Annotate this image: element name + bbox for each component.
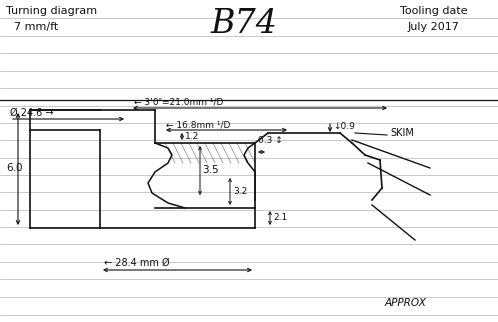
Text: Turning diagram: Turning diagram <box>6 6 97 16</box>
Text: 3.5: 3.5 <box>202 165 219 175</box>
Text: 7 mm/ft: 7 mm/ft <box>14 22 58 32</box>
Text: SKIM: SKIM <box>390 128 414 138</box>
Text: 2.1: 2.1 <box>273 213 287 223</box>
Text: 6.0: 6.0 <box>6 163 22 173</box>
Text: ← 3’0″=21.0mm ¹/D: ← 3’0″=21.0mm ¹/D <box>134 97 224 106</box>
Text: 3.2: 3.2 <box>233 186 247 195</box>
Text: 0.3 ↕: 0.3 ↕ <box>258 136 283 145</box>
Text: Tooling date: Tooling date <box>400 6 468 16</box>
Text: ← 28.4 mm Ø: ← 28.4 mm Ø <box>104 258 170 268</box>
Text: B74: B74 <box>210 8 277 40</box>
Text: Ø 24.6 →: Ø 24.6 → <box>10 108 53 118</box>
Text: ← 16.8mm ¹/D: ← 16.8mm ¹/D <box>166 120 231 129</box>
Text: APPROX: APPROX <box>385 298 427 308</box>
Text: July 2017: July 2017 <box>408 22 460 32</box>
Text: 1.2: 1.2 <box>185 131 199 140</box>
Text: ↓0.9: ↓0.9 <box>333 122 355 131</box>
